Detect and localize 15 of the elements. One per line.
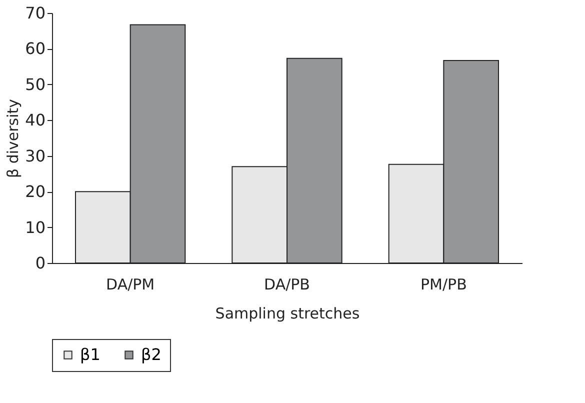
y-tick-label: 20 [25, 182, 46, 202]
y-tick-label: 40 [25, 110, 46, 130]
y-tick-label: 30 [25, 146, 46, 166]
legend-label: β1 [80, 345, 100, 364]
y-axis-title: β diversity [4, 98, 22, 178]
x-axis-title: Sampling stretches [215, 304, 360, 322]
y-tick-label: 60 [25, 39, 46, 58]
y-tick-label: 50 [25, 74, 46, 94]
x-tick-label: PM/PB [420, 276, 467, 294]
y-tick-label: 10 [25, 218, 46, 237]
x-tick-label: DA/PM [106, 276, 155, 294]
y-tick-label: 70 [25, 4, 46, 22]
y-tick-label: 0 [35, 254, 46, 272]
legend-label: β2 [141, 345, 162, 364]
x-tick-label: DA/PB [264, 276, 310, 294]
